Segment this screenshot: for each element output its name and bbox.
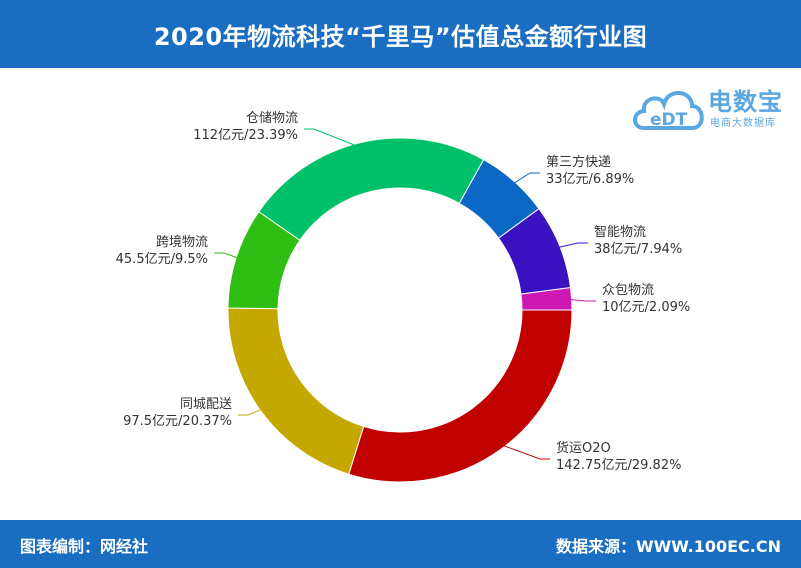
slice-value-label: 38亿元/7.94% [594, 242, 682, 257]
slice-name-label: 智能物流 [594, 225, 646, 240]
footer-bar: 图表编制：网经社 数据来源：WWW.100EC.CN [0, 520, 801, 568]
slice-labels: 众包物流 10亿元/2.09% 货运O2O 142.75亿元/29.82% 同城配送 97… [116, 111, 691, 473]
leader-line [214, 252, 243, 260]
slice-value-label: 142.75亿元/29.82% [556, 458, 681, 473]
leader-line [565, 298, 596, 302]
logo-mark: eDT [650, 110, 688, 130]
slice-name-label: 第三方快递 [546, 154, 611, 170]
cloud-logo-icon: eDT [633, 91, 704, 130]
leader-line [304, 128, 363, 149]
leader-line [498, 443, 550, 460]
logo-brand: 电数宝 [708, 88, 783, 116]
footer-source: 数据来源：WWW.100EC.CN [555, 537, 781, 556]
slice-name-label: 众包物流 [602, 283, 654, 298]
slice-value-label: 45.5亿元/9.5% [116, 252, 208, 267]
leader-lines [214, 128, 596, 460]
leader-line [554, 242, 588, 249]
donut-chart: 众包物流 10亿元/2.09% 货运O2O 142.75亿元/29.82% 同城配送 97… [116, 111, 691, 483]
donut-slices [227, 137, 573, 483]
slice-name-label: 仓储物流 [246, 111, 298, 126]
slice-name-label: 货运O2O [556, 440, 611, 456]
logo: eDT 电数宝 电商大数据库 [630, 78, 790, 138]
slice-value-label: 97.5亿元/20.37% [123, 414, 232, 429]
slice-name-label: 同城配送 [180, 397, 232, 412]
slice-value-label: 10亿元/2.09% [602, 300, 690, 315]
leader-line [509, 172, 540, 187]
logo-subtitle: 电商大数据库 [710, 118, 776, 129]
title-bar: 2020年物流科技“千里马”估值总金额行业图 [0, 0, 801, 68]
chart-title: 2020年物流科技“千里马”估值总金额行业图 [153, 22, 648, 51]
donut-slice [497, 207, 572, 295]
slice-name-label: 跨境物流 [156, 235, 208, 250]
leader-line [238, 407, 266, 416]
slice-value-label: 33亿元/6.89% [546, 172, 634, 187]
donut-slice [227, 307, 365, 475]
donut-slice [258, 137, 485, 241]
donut-slice [348, 309, 573, 483]
footer-credit: 图表编制：网经社 [20, 537, 149, 556]
slice-value-label: 112亿元/23.39% [193, 128, 298, 143]
